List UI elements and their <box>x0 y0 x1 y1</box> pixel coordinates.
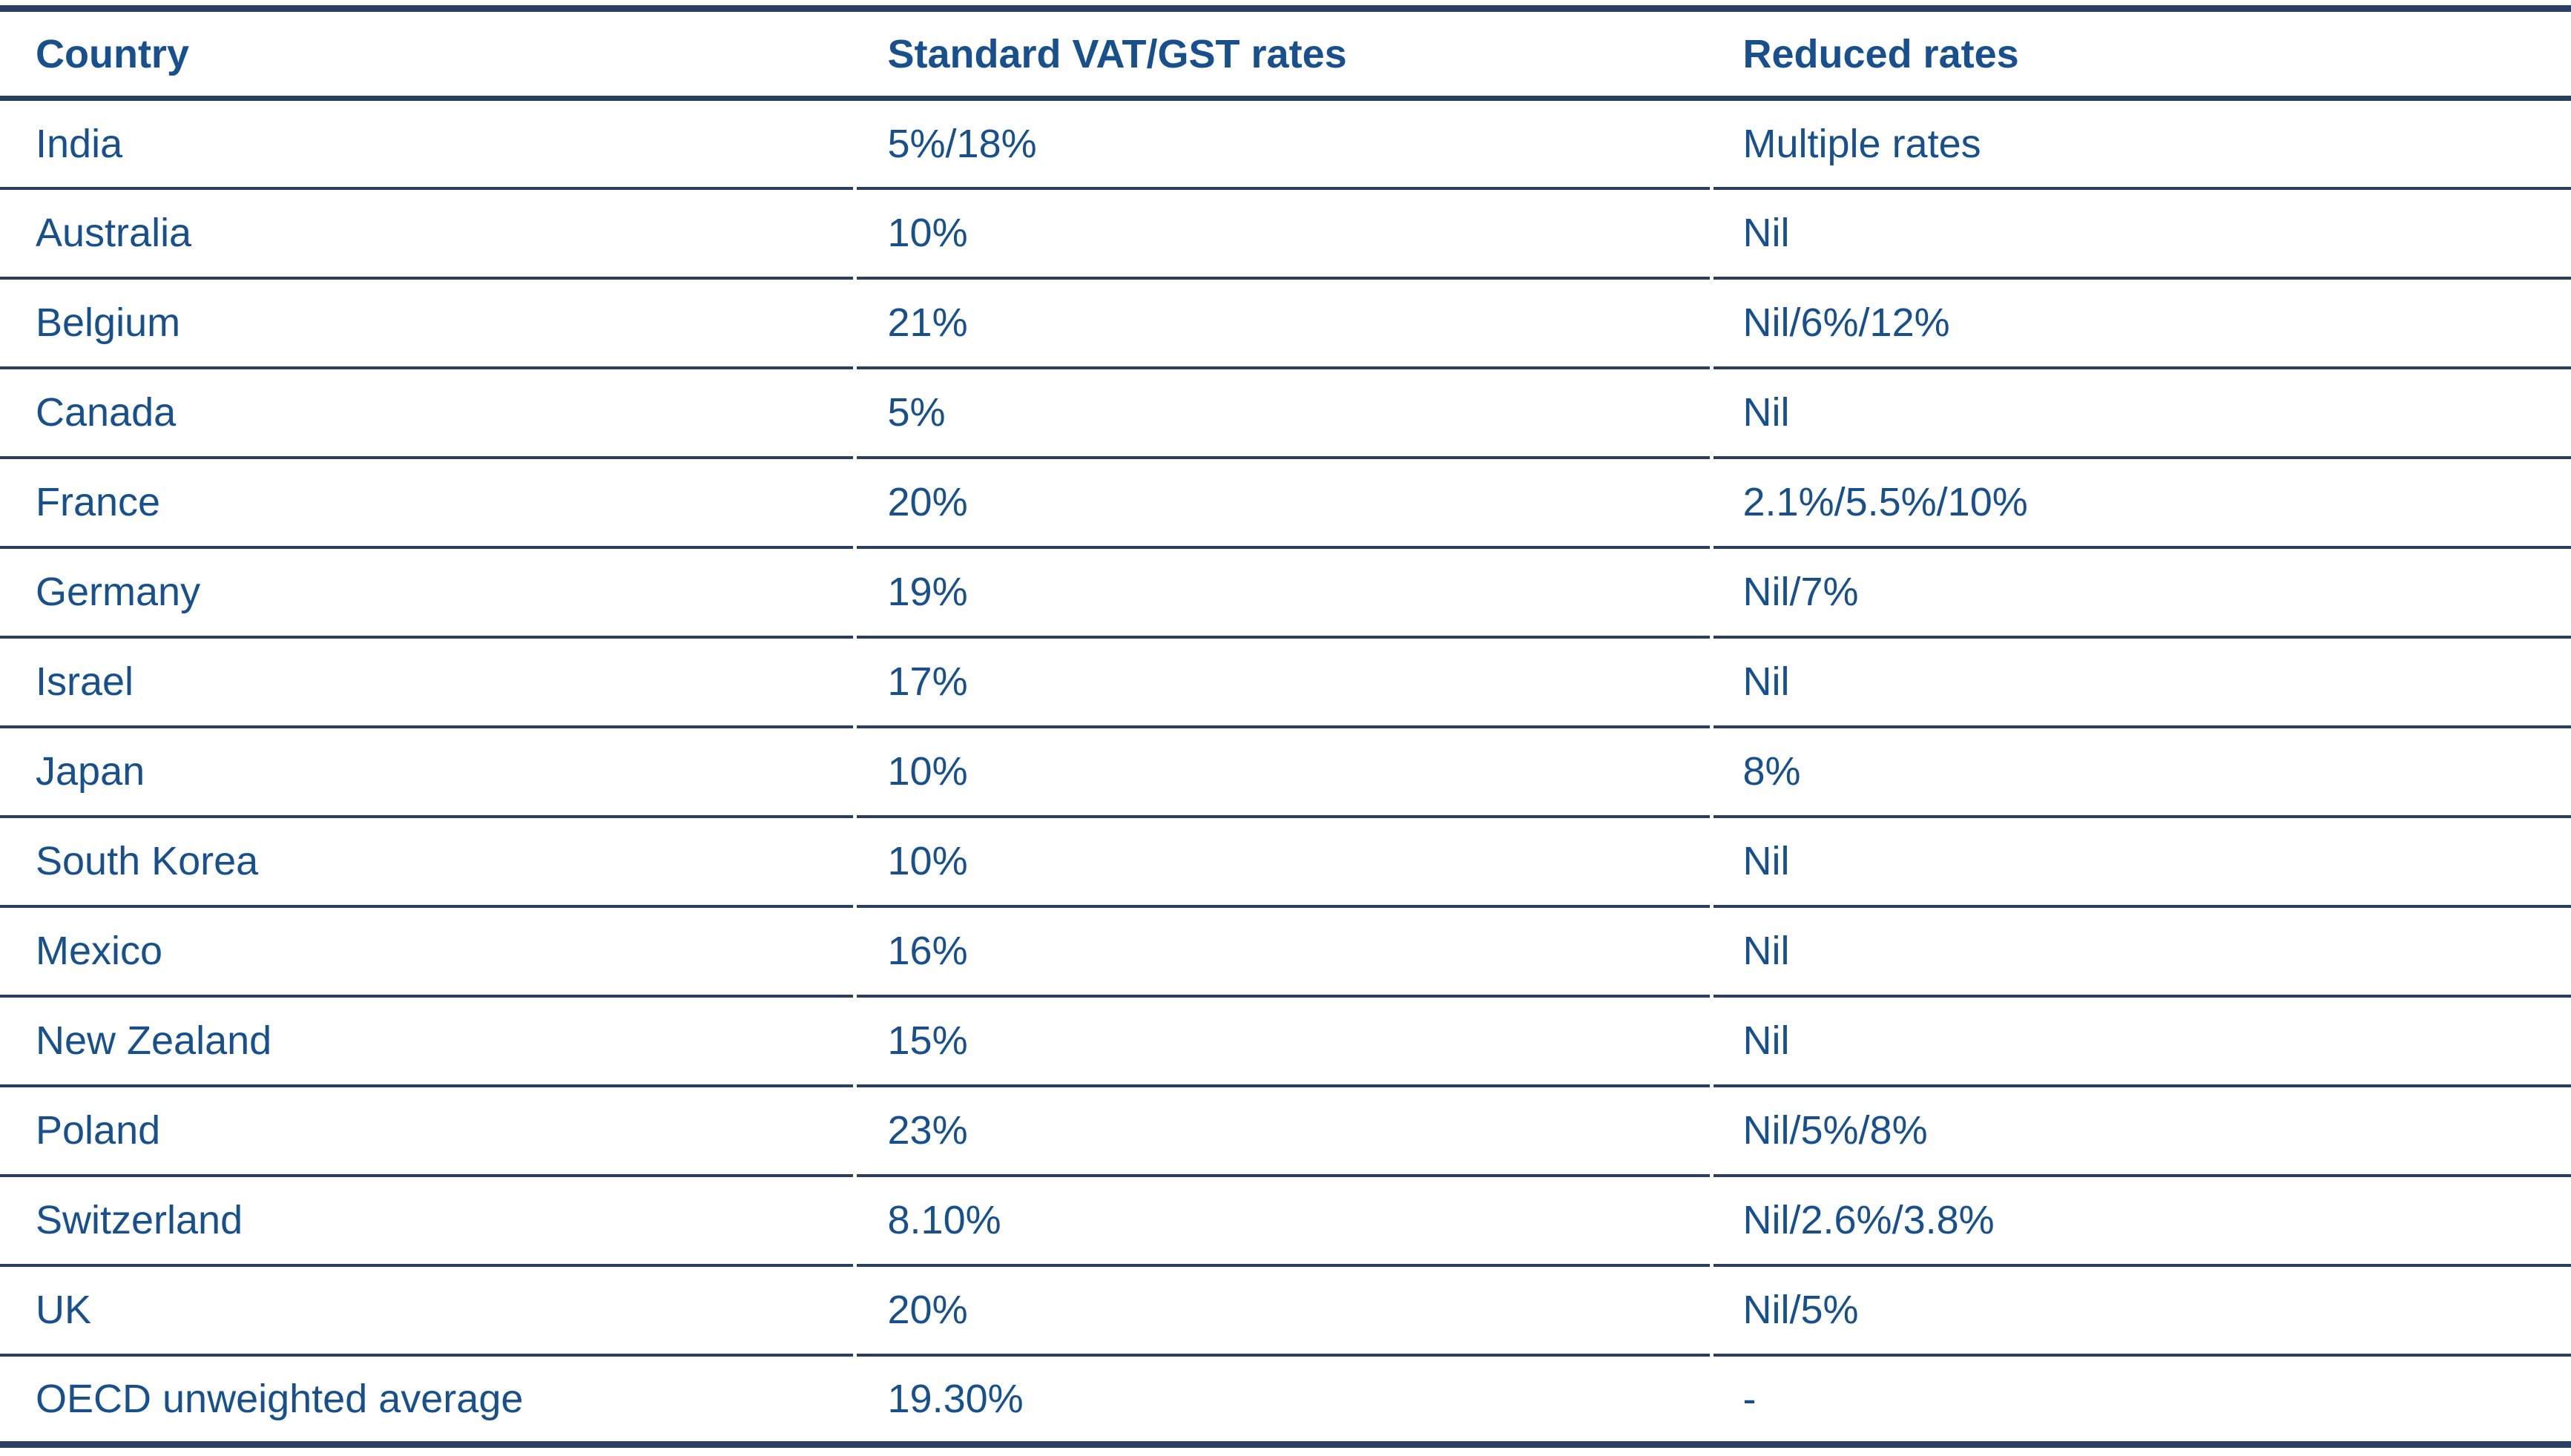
cell-standard-rate: 10% <box>852 816 1711 908</box>
table-row: France 20% 2.1%/5.5%/10% <box>0 457 2571 549</box>
table-row: UK 20% Nil/5% <box>0 1265 2571 1357</box>
cell-reduced-rate: 8% <box>1709 726 2571 818</box>
cell-standard-rate: 16% <box>852 906 1711 998</box>
cell-country: France <box>0 457 855 549</box>
cell-reduced-rate: Nil <box>1709 188 2571 280</box>
cell-standard-rate: 5%/18% <box>852 98 1711 190</box>
table-row: New Zealand 15% Nil <box>0 995 2571 1087</box>
table-header: Country Standard VAT/GST rates Reduced r… <box>0 8 2571 101</box>
cell-standard-rate: 23% <box>852 1085 1711 1177</box>
cell-reduced-rate: Nil <box>1709 906 2571 998</box>
table-row: India 5%/18% Multiple rates <box>0 98 2571 190</box>
column-header-standard-rates: Standard VAT/GST rates <box>852 8 1711 101</box>
cell-country: Belgium <box>0 277 855 369</box>
cell-country: Poland <box>0 1085 855 1177</box>
cell-reduced-rate: Nil/5%/8% <box>1709 1085 2571 1177</box>
table-row: Mexico 16% Nil <box>0 906 2571 998</box>
cell-reduced-rate: Nil <box>1709 367 2571 459</box>
cell-standard-rate: 20% <box>852 457 1711 549</box>
cell-country: Israel <box>0 636 855 728</box>
cell-country: New Zealand <box>0 995 855 1087</box>
cell-standard-rate: 5% <box>852 367 1711 459</box>
cell-reduced-rate: Nil/6%/12% <box>1709 277 2571 369</box>
cell-standard-rate: 20% <box>852 1265 1711 1357</box>
table-row: Switzerland 8.10% Nil/2.6%/3.8% <box>0 1175 2571 1267</box>
cell-standard-rate: 17% <box>852 636 1711 728</box>
cell-reduced-rate: Nil <box>1709 995 2571 1087</box>
cell-country: UK <box>0 1265 855 1357</box>
cell-standard-rate: 15% <box>852 995 1711 1087</box>
cell-standard-rate: 21% <box>852 277 1711 369</box>
cell-country: Japan <box>0 726 855 818</box>
cell-reduced-rate: Nil/2.6%/3.8% <box>1709 1175 2571 1267</box>
column-header-country: Country <box>0 8 855 101</box>
cell-country: Switzerland <box>0 1175 855 1267</box>
cell-country: India <box>0 98 855 190</box>
table-row: Belgium 21% Nil/6%/12% <box>0 277 2571 369</box>
cell-standard-rate: 10% <box>852 726 1711 818</box>
cell-standard-rate: 8.10% <box>852 1175 1711 1267</box>
cell-reduced-rate: Nil <box>1709 816 2571 908</box>
table-row: Poland 23% Nil/5%/8% <box>0 1085 2571 1177</box>
table-row: South Korea 10% Nil <box>0 816 2571 908</box>
cell-country: OECD unweighted average <box>36 1376 524 1421</box>
header-row: Country Standard VAT/GST rates Reduced r… <box>0 8 2571 101</box>
table-row: Canada 5% Nil <box>0 367 2571 459</box>
cell-standard-rate: 10% <box>852 188 1711 280</box>
cell-reduced-rate: Nil/7% <box>1709 547 2571 639</box>
cell-country: Canada <box>0 367 855 459</box>
cell-country: Germany <box>0 547 855 639</box>
cell-reduced-rate: 2.1%/5.5%/10% <box>1709 457 2571 549</box>
table-row: Israel 17% Nil <box>0 636 2571 728</box>
cell-reduced-rate: Multiple rates <box>1709 98 2571 190</box>
cell-country: Australia <box>0 188 855 280</box>
table-row: Japan 10% 8% <box>0 726 2571 818</box>
cell-standard-rate: 19% <box>852 547 1711 639</box>
vat-rates-table: Country Standard VAT/GST rates Reduced r… <box>0 5 2571 1448</box>
cell-reduced-rate: - <box>1709 1354 2571 1445</box>
cell-reduced-rate: Nil/5% <box>1709 1265 2571 1357</box>
table-row: Australia 10% Nil <box>0 188 2571 280</box>
cell-reduced-rate: Nil <box>1709 636 2571 728</box>
cell-country: Mexico <box>0 906 855 998</box>
table-body: India 5%/18% Multiple rates Australia 10… <box>0 98 2571 1445</box>
cell-country: South Korea <box>0 816 855 908</box>
cell-standard-rate: 19.30% <box>852 1354 1711 1445</box>
column-header-reduced-rates: Reduced rates <box>1709 8 2571 101</box>
table-row: OECD unweighted average 19.30% - <box>0 1354 2571 1445</box>
table-row: Germany 19% Nil/7% <box>0 547 2571 639</box>
